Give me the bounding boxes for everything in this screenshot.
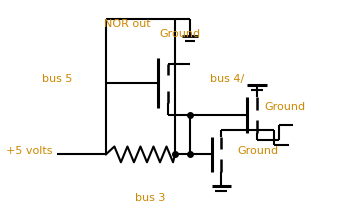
Text: Ground: Ground bbox=[160, 29, 201, 39]
Text: Ground: Ground bbox=[265, 103, 306, 112]
Text: bus 5: bus 5 bbox=[42, 74, 72, 84]
Text: +5 volts: +5 volts bbox=[6, 146, 52, 156]
Text: bus 3: bus 3 bbox=[135, 193, 166, 203]
Text: Ground: Ground bbox=[237, 146, 278, 156]
Text: bus 4/: bus 4/ bbox=[210, 74, 244, 84]
Text: NOR out: NOR out bbox=[104, 19, 151, 29]
